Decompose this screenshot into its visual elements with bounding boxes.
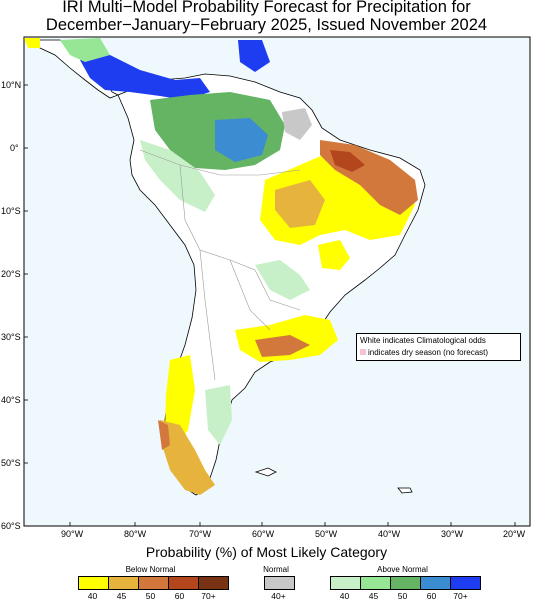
above-normal-tick-label: 50: [397, 591, 408, 601]
falkland-islands: [254, 467, 277, 477]
above-normal-swatch: [450, 576, 481, 590]
below-normal-swatches: [78, 576, 229, 590]
below-normal-brown-south: [255, 335, 310, 357]
lon-label: 90°W: [61, 529, 84, 539]
below-normal-tick-label: 40: [87, 591, 98, 601]
below-normal-tick-label: 60: [174, 591, 185, 601]
above-normal-ticks: 40 45 50 60 70+: [330, 591, 475, 601]
lon-label: 20°W: [503, 529, 526, 539]
below-normal-swatch: [138, 576, 168, 590]
above-normal-blue-caribbean: [80, 55, 210, 100]
lon-label: 30°W: [441, 529, 464, 539]
lon-label: 50°W: [315, 529, 338, 539]
note-climatological: White indicates Climatological odds: [360, 336, 486, 345]
lat-label: 0°: [10, 143, 19, 153]
below-normal-tick-label: 50: [145, 591, 156, 601]
lat-label: 10°N: [1, 80, 21, 90]
above-normal-swatch: [420, 576, 450, 590]
above-normal-swatch: [360, 576, 390, 590]
normal-region: [282, 108, 312, 140]
lon-label: 60°W: [252, 529, 275, 539]
legend-title: Probability (%) of Most Likely Category: [145, 544, 388, 560]
below-normal-swatch: [108, 576, 138, 590]
below-normal-ticks: 40 45 50 60 70+: [78, 591, 223, 601]
lon-label: 40°W: [378, 529, 401, 539]
below-normal-swatch: [78, 576, 108, 590]
above-normal-light-green-4: [205, 385, 232, 445]
below-normal-tick-label: 70+: [201, 591, 216, 601]
lat-label: 20°S: [1, 269, 21, 279]
below-normal-swatch: [198, 576, 229, 590]
above-normal-regions: [60, 38, 310, 445]
lat-label: 10°S: [1, 206, 21, 216]
note-dry-season: indicates dry season (no forecast): [360, 347, 517, 359]
above-normal-swatch: [390, 576, 420, 590]
legend-note-box: White indicates Climatological odds indi…: [356, 333, 521, 361]
above-normal-label: Above Normal: [377, 565, 428, 574]
lon-label: 80°W: [124, 529, 147, 539]
below-normal-regions: [24, 38, 418, 495]
lat-label: 40°S: [1, 395, 21, 405]
map-title-line-2: December−January−February 2025, Issued N…: [45, 16, 488, 34]
above-normal-tick-label: 70+: [453, 591, 468, 601]
lat-label: 60°S: [1, 521, 21, 531]
lon-label: 70°W: [189, 529, 212, 539]
normal-ticks: 40+: [264, 591, 293, 601]
above-normal-swatch: [330, 576, 360, 590]
below-normal-swatch: [168, 576, 198, 590]
below-normal-yellow-caribbean: [24, 38, 40, 48]
lat-label: 30°S: [1, 332, 21, 342]
above-normal-swatches: [330, 576, 481, 590]
above-normal-light-green-3: [255, 260, 310, 300]
country-borders: [139, 149, 301, 381]
note-dry-season-text: indicates dry season (no forecast): [368, 348, 489, 357]
lat-label: 50°S: [1, 458, 21, 468]
above-normal-light-green-2: [60, 38, 110, 62]
above-normal-mid-blue: [215, 118, 268, 162]
above-normal-tick-label: 45: [368, 591, 379, 601]
above-normal-blue-north: [238, 40, 270, 72]
below-normal-yellow-east: [318, 240, 350, 270]
normal-swatches: [264, 576, 295, 590]
above-normal-tick-label: 60: [426, 591, 437, 601]
below-normal-label: Below Normal: [125, 565, 176, 574]
below-normal-orange-patagonia: [160, 420, 215, 495]
graticule-ticks: [24, 84, 516, 526]
map-title-line-1: IRI Multi−Model Probability Forecast for…: [62, 0, 471, 16]
below-normal-orange-brazil: [275, 180, 325, 228]
below-normal-brown-patagonia: [158, 420, 170, 450]
normal-tick-label: 40+: [271, 591, 286, 601]
normal-swatch: [264, 576, 295, 590]
south-georgia-island: [397, 487, 413, 494]
above-normal-tick-label: 40: [339, 591, 350, 601]
dry-season-swatch: [360, 349, 366, 355]
below-normal-tick-label: 45: [116, 591, 127, 601]
below-normal-darkbrown-ne: [330, 150, 365, 172]
normal-label: Normal: [263, 565, 289, 574]
above-normal-light-green: [140, 140, 215, 212]
